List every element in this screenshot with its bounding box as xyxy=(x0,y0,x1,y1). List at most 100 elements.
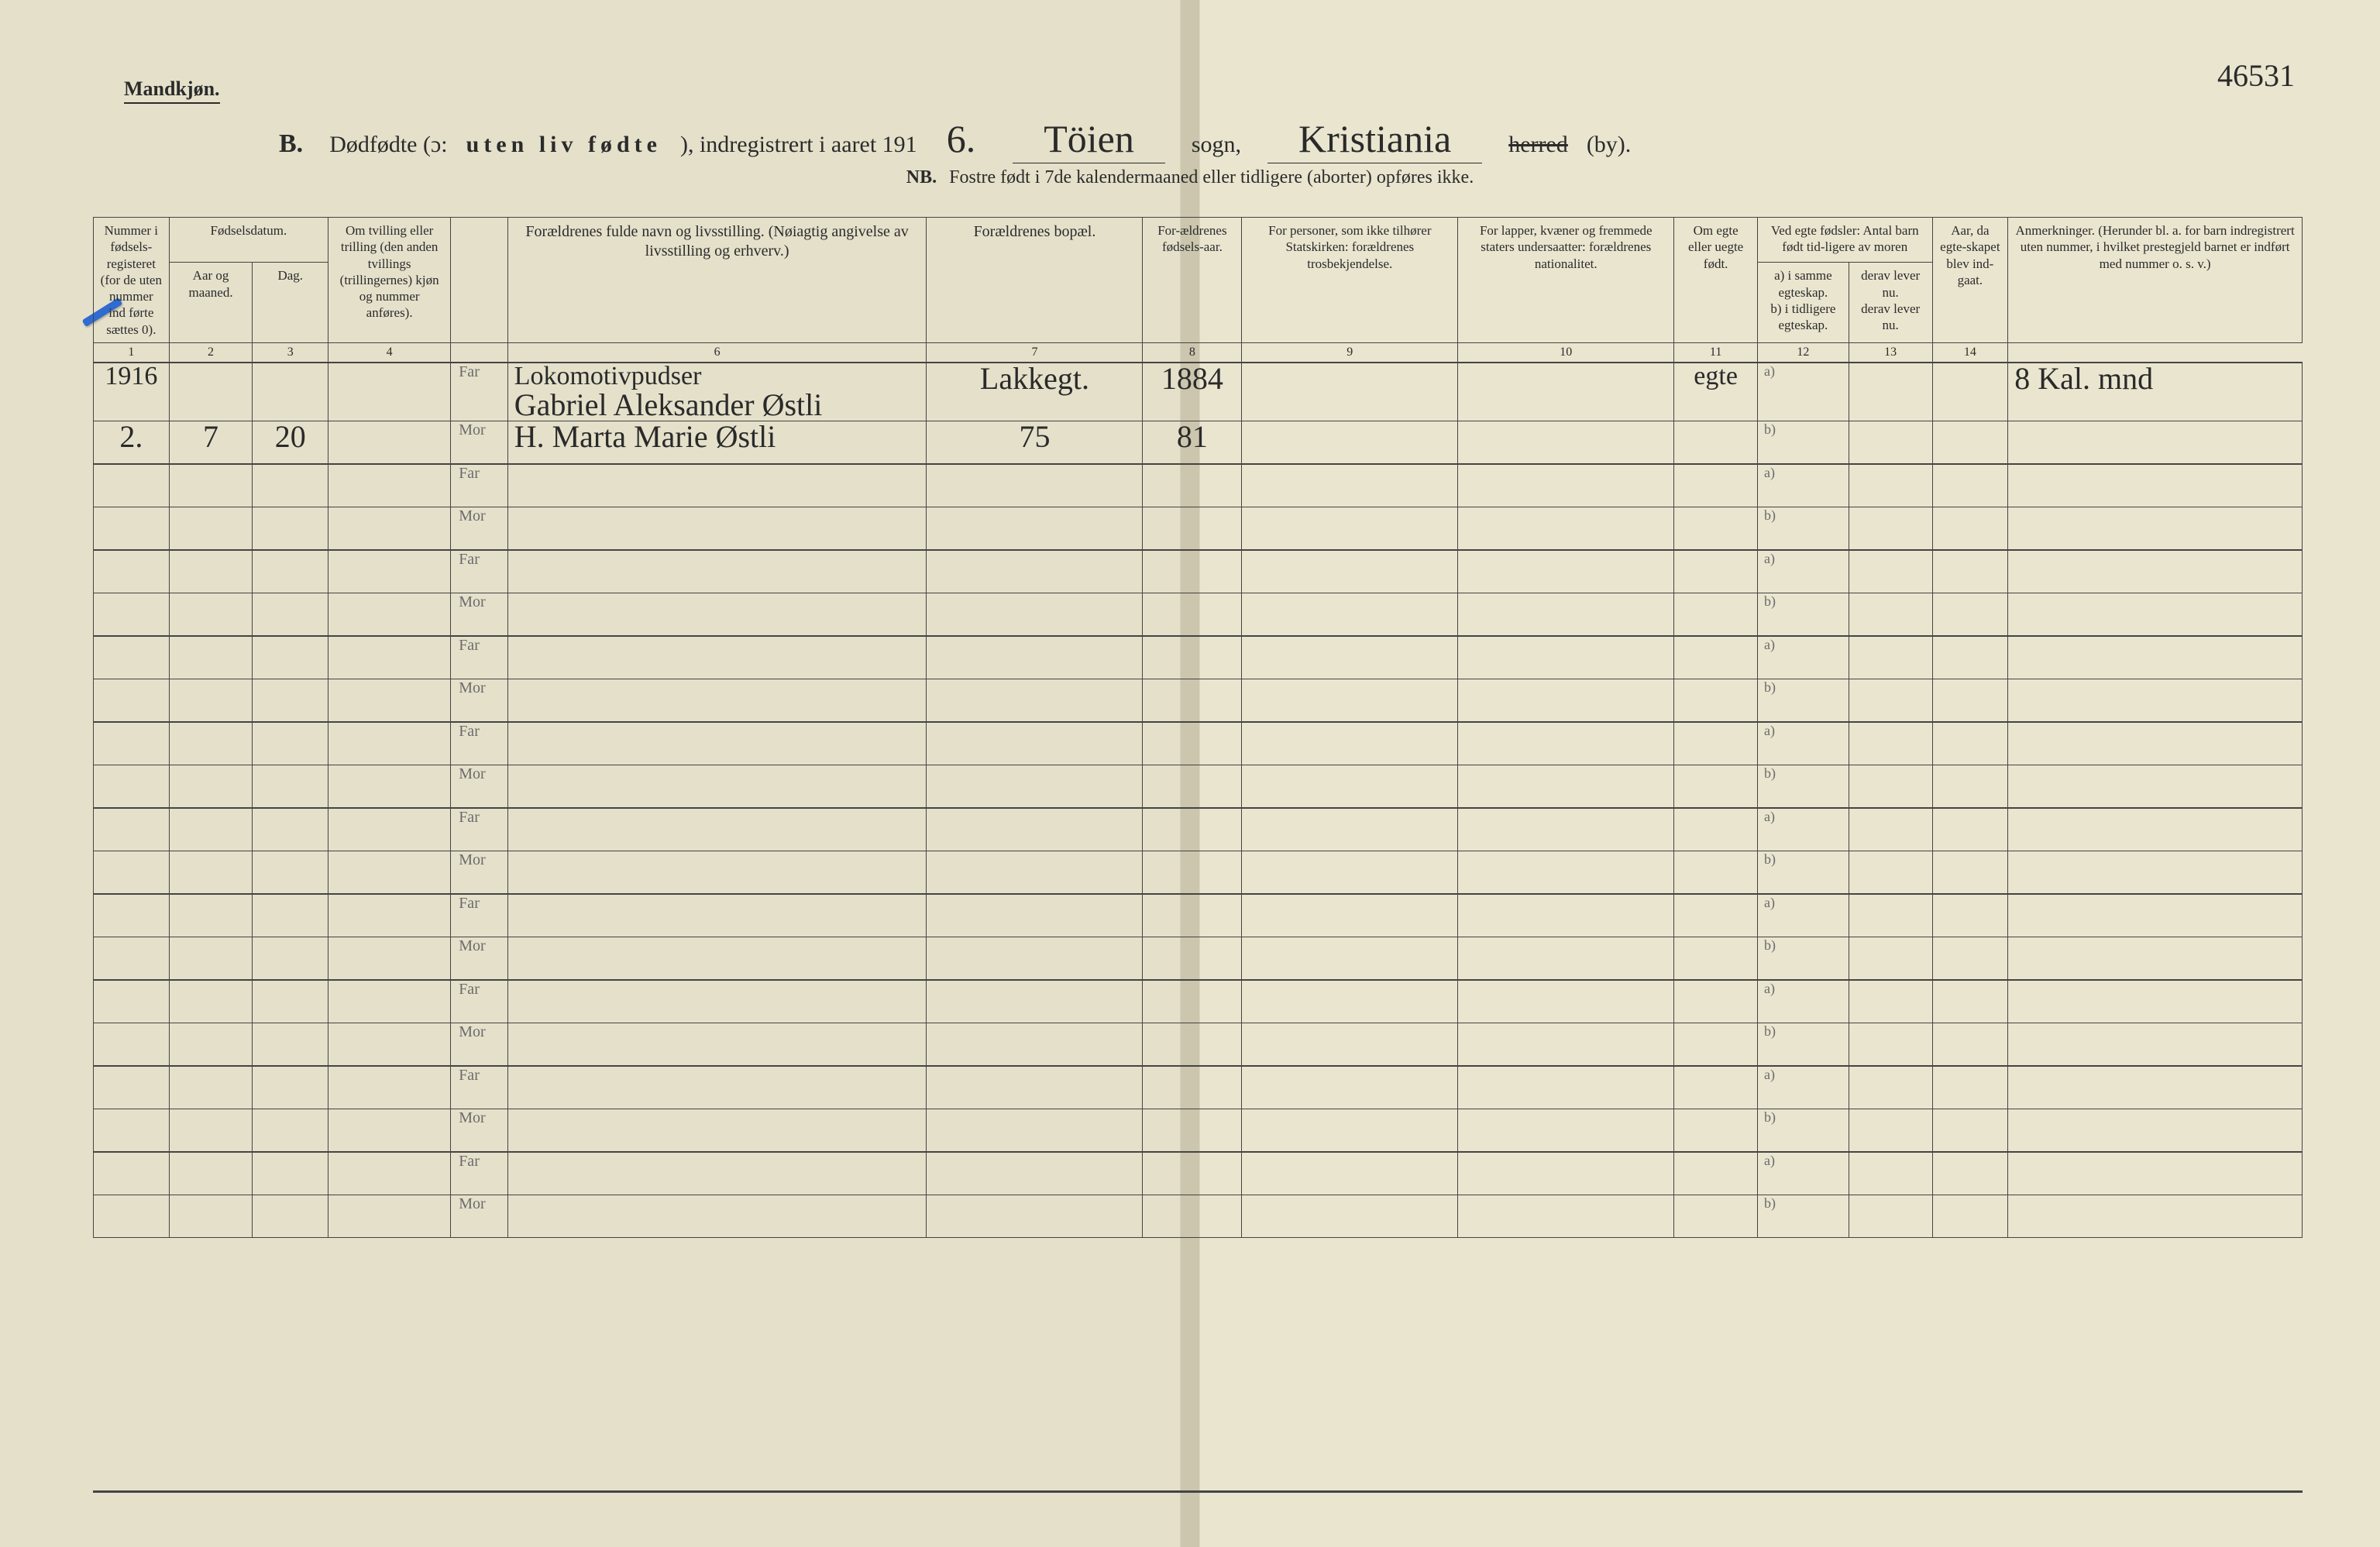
cell: Lakkegt. xyxy=(927,363,1143,421)
n9: 9 xyxy=(1242,342,1458,363)
cell xyxy=(94,765,170,808)
col-role xyxy=(451,218,508,343)
cell xyxy=(94,464,170,507)
column-number-row: 1 2 3 4 6 7 8 9 10 11 12 13 14 xyxy=(94,342,2303,363)
cell xyxy=(328,894,451,937)
cell xyxy=(1674,636,1758,679)
cell xyxy=(169,937,253,980)
n-role xyxy=(451,342,508,363)
cell xyxy=(1143,1109,1242,1152)
cell: a) xyxy=(1757,1066,1849,1109)
page-corner-number: 46531 xyxy=(2217,60,2295,91)
cell xyxy=(1849,980,1932,1023)
cell: Mor xyxy=(451,421,508,464)
cell xyxy=(1849,1152,1932,1195)
cell xyxy=(1849,808,1932,851)
cell xyxy=(1932,1152,2008,1195)
cell: b) xyxy=(1757,765,1849,808)
cell: Mor xyxy=(451,1195,508,1237)
cell xyxy=(1143,1066,1242,1109)
cell xyxy=(1143,851,1242,894)
col-3: Om tvilling eller trilling (den anden tv… xyxy=(328,218,451,343)
cell xyxy=(1849,894,1932,937)
cell xyxy=(1458,507,1674,550)
cell: Far xyxy=(451,722,508,765)
cell xyxy=(1932,550,2008,593)
cell xyxy=(1932,980,2008,1023)
col-9: For lapper, kvæner og fremmede staters u… xyxy=(1458,218,1674,343)
register-table: Nummer i fødsels-registeret (for de uten… xyxy=(93,217,2303,1238)
cell xyxy=(507,507,927,550)
cell xyxy=(927,1195,1143,1237)
col-12a-t: derav lever nu. xyxy=(1856,267,1926,301)
cell: Far xyxy=(451,980,508,1023)
table-row-far: Far a) xyxy=(94,550,2303,593)
table-row-far: Far a) xyxy=(94,1066,2303,1109)
cell xyxy=(1932,507,2008,550)
cell xyxy=(1849,1109,1932,1152)
cell xyxy=(253,507,328,550)
cell xyxy=(927,894,1143,937)
cell: a) xyxy=(1757,894,1849,937)
n12: 12 xyxy=(1757,342,1849,363)
cell: H. Marta Marie Østli xyxy=(507,421,927,464)
col-6: Forældrenes bopæl. xyxy=(927,218,1143,343)
cell xyxy=(1242,1195,1458,1237)
n11: 11 xyxy=(1674,342,1758,363)
cell xyxy=(507,636,927,679)
cell xyxy=(1849,1195,1932,1237)
cell xyxy=(1458,464,1674,507)
cell xyxy=(94,679,170,722)
cell xyxy=(1242,679,1458,722)
cell: a) xyxy=(1757,980,1849,1023)
title-part-c: ), indregistrert i aaret 191 xyxy=(680,132,917,158)
cell: b) xyxy=(1757,1109,1849,1152)
cell xyxy=(1143,937,1242,980)
cell xyxy=(1674,1195,1758,1237)
cell xyxy=(1849,765,1932,808)
cell xyxy=(94,722,170,765)
cell xyxy=(1674,464,1758,507)
col-2a: Aar og maaned. xyxy=(169,263,253,342)
cell xyxy=(927,464,1143,507)
cell xyxy=(1674,550,1758,593)
cell xyxy=(328,1023,451,1066)
cell xyxy=(328,851,451,894)
cell xyxy=(1242,1066,1458,1109)
n1: 1 xyxy=(94,342,170,363)
cell xyxy=(1458,1109,1674,1152)
col-1: Nummer i fødsels-registeret (for de uten… xyxy=(94,218,170,343)
cell xyxy=(1242,722,1458,765)
cell xyxy=(253,937,328,980)
cell xyxy=(1143,808,1242,851)
cell xyxy=(94,1066,170,1109)
cell xyxy=(2008,1109,2303,1152)
col-13: Aar, da egte-skapet blev ind-gaat. xyxy=(1932,218,2008,343)
cell xyxy=(169,363,253,421)
table-row-far: Far a) xyxy=(94,464,2303,507)
col-2-top: Fødselsdatum. xyxy=(169,218,328,263)
cell xyxy=(169,593,253,636)
cell xyxy=(927,636,1143,679)
cell xyxy=(328,937,451,980)
cell xyxy=(169,894,253,937)
cell xyxy=(507,765,927,808)
cell xyxy=(2008,679,2303,722)
cell xyxy=(169,1195,253,1237)
cell xyxy=(169,1023,253,1066)
cell xyxy=(328,808,451,851)
cell xyxy=(1849,937,1932,980)
cell xyxy=(927,593,1143,636)
cell xyxy=(94,1195,170,1237)
cell xyxy=(2008,937,2303,980)
cell xyxy=(1674,1109,1758,1152)
n10: 10 xyxy=(1458,342,1674,363)
cell xyxy=(1849,550,1932,593)
cell: Far xyxy=(451,1066,508,1109)
cell xyxy=(1143,464,1242,507)
cell xyxy=(94,894,170,937)
cell xyxy=(253,636,328,679)
cell xyxy=(927,1066,1143,1109)
cell xyxy=(1242,636,1458,679)
cell xyxy=(253,894,328,937)
